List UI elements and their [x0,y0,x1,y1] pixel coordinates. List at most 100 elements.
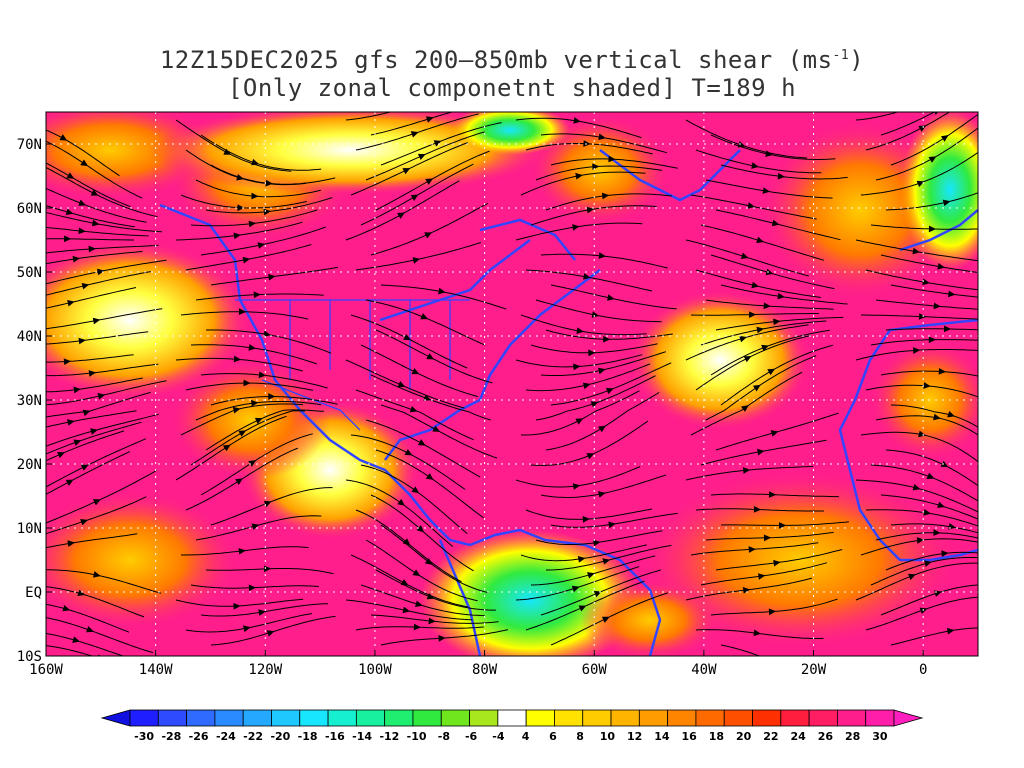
streamline-arrow [768,491,777,498]
streamline-arrow [258,371,267,379]
streamline-arrow [91,219,100,227]
streamline-arrow [403,106,409,111]
streamline-arrow [572,224,580,231]
coastline-greenland [599,149,741,202]
streamline-arrow [410,194,419,201]
streamline-arrow [78,199,87,206]
colorbar-swatch [865,709,895,727]
colorbar-label: -18 [298,730,318,743]
streamline-arrow [268,273,276,281]
streamline-arrow [238,308,247,315]
colorbar-swatch [299,709,329,727]
streamline-arrow [412,257,421,264]
streamline-arrow [243,379,251,387]
colorbar-swatch [695,709,725,727]
colorbar-swatch [412,709,442,727]
streamline-arrow [582,516,590,523]
streamline-arrow [937,501,945,509]
shear-feature [46,240,250,400]
streamline-arrow [397,498,405,506]
streamline-arrow [88,245,96,253]
streamline-arrow [608,155,616,163]
lat-label: 10S [17,649,42,665]
lon-label: 120W [248,662,282,678]
streamline-arrow [577,556,586,563]
coastline-north-america-west [159,203,471,547]
streamline-arrow [97,393,106,400]
streamline-arrow [578,605,587,612]
map-title-line2: [Only zonal componetnt shaded] T=189 h [227,74,797,102]
colorbar-swatch [752,709,782,727]
colorbar-swatch [497,709,527,727]
streamline-arrow [948,290,956,298]
colorbar-swatch [554,709,584,727]
map-title-line1: 12Z15DEC2025 gfs 200–850mb vertical shea… [159,46,865,74]
streamline-arrow [90,428,98,435]
streamline-arrow [417,153,426,161]
streamline-arrow [583,273,591,280]
streamline-arrow [765,150,773,157]
colorbar-label: 20 [736,730,752,743]
colorbar-label: 6 [549,730,557,743]
streamline-arrow [77,589,86,597]
colorbar-swatch [723,709,753,727]
colorbar-label: 4 [522,730,530,743]
streamline-arrow [777,172,786,180]
streamline-arrow [420,313,429,320]
streamline-arrow [571,585,580,593]
streamline-arrow [409,405,418,413]
streamline-arrow [598,133,606,141]
streamline-arrow [913,347,921,354]
colorbar-label: 8 [576,730,584,743]
streamline-arrow [924,560,932,567]
streamline-arrow [947,410,955,418]
streamline-arrow [767,368,776,376]
lat-label: EQ [25,585,42,601]
streamline-arrow [582,382,591,390]
colorbar-label: -28 [161,730,181,743]
streamline-arrow [912,247,921,255]
colorbar-label: -20 [270,730,290,743]
streamline-arrow [73,386,81,394]
shear-feature [580,580,720,656]
streamline-arrow [741,405,749,412]
streamline-arrow [941,550,949,557]
colorbar-label: -10 [407,730,427,743]
colorbar-high-arrow [893,709,924,727]
streamline-arrow [411,486,420,494]
streamline-arrow [237,204,245,212]
streamline-arrow [412,569,421,577]
streamline-arrow [587,572,595,579]
streamline-arrow [757,573,766,580]
streamline-arrow [588,349,596,357]
streamlines [46,106,978,656]
streamline-arrow [63,235,72,243]
streamline-arrow [424,232,433,239]
streamline-arrow [413,623,421,631]
streamline-arrow [933,302,941,310]
colorbar-label: 18 [709,730,724,743]
streamline-arrow [933,413,941,421]
colorbar-label: -22 [243,730,263,743]
streamline-arrow [96,268,105,276]
colorbar-label: 26 [818,730,834,743]
streamline-arrow [67,299,75,307]
streamline-arrow [438,287,446,295]
streamline-arrow [417,439,426,446]
colorbar-swatch [327,709,357,727]
streamline-arrow [59,134,68,141]
colorbar-label: -24 [216,730,236,743]
streamline-arrow [761,344,769,352]
streamline-arrow [603,335,611,343]
streamline-arrow [72,636,80,643]
streamline-arrow [66,172,75,179]
colorbar-swatch [469,709,499,727]
streamline-arrow [739,335,747,343]
streamline-arrow [233,355,242,363]
lon-label: 20W [801,662,827,678]
streamline-arrow [263,500,272,508]
streamline-arrow [242,256,251,264]
streamline-arrow [263,330,271,338]
streamline-arrow [576,327,584,335]
streamline-arrow [93,571,101,578]
